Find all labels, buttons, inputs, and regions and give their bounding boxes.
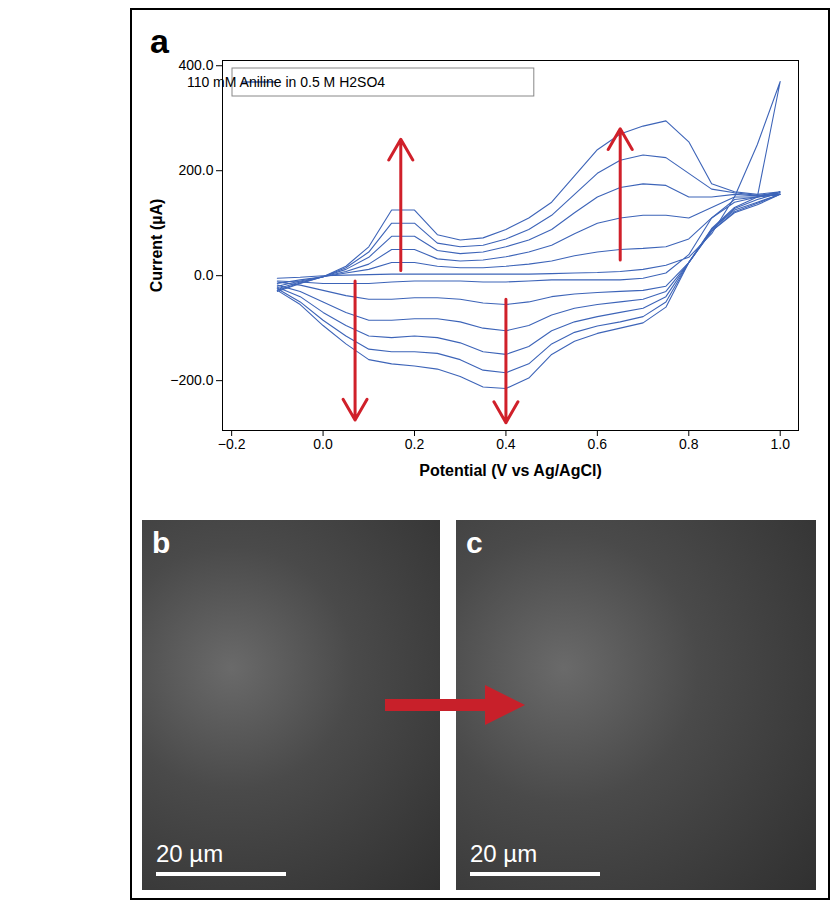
svg-text:0.6: 0.6 xyxy=(588,436,608,452)
html-text:20 µm: 20 µm xyxy=(470,840,538,867)
svg-text:−0.2: −0.2 xyxy=(218,436,246,452)
svg-text:1.0: 1.0 xyxy=(770,436,790,452)
svg-text:0.0: 0.0 xyxy=(194,267,214,283)
svg-text:Potential (V vs Ag/AgCl): Potential (V vs Ag/AgCl) xyxy=(419,462,602,479)
svg-text:0.8: 0.8 xyxy=(679,436,699,452)
svg-text:0.4: 0.4 xyxy=(496,436,516,452)
svg-text:0.0: 0.0 xyxy=(313,436,333,452)
svg-text:Current (µA): Current (µA) xyxy=(148,199,165,293)
svg-text:400.0: 400.0 xyxy=(178,57,213,73)
svg-text:−200.0: −200.0 xyxy=(170,372,213,388)
html-text:a: a xyxy=(150,22,169,60)
html-text:20 µm: 20 µm xyxy=(156,840,224,867)
html-text:b: b xyxy=(152,526,171,559)
svg-text:200.0: 200.0 xyxy=(178,162,213,178)
svg-text:110 mM Aniline in 0.5 M H2SO4: 110 mM Aniline in 0.5 M H2SO4 xyxy=(187,74,385,90)
svg-text:0.2: 0.2 xyxy=(405,436,425,452)
html-text:c: c xyxy=(466,526,483,559)
